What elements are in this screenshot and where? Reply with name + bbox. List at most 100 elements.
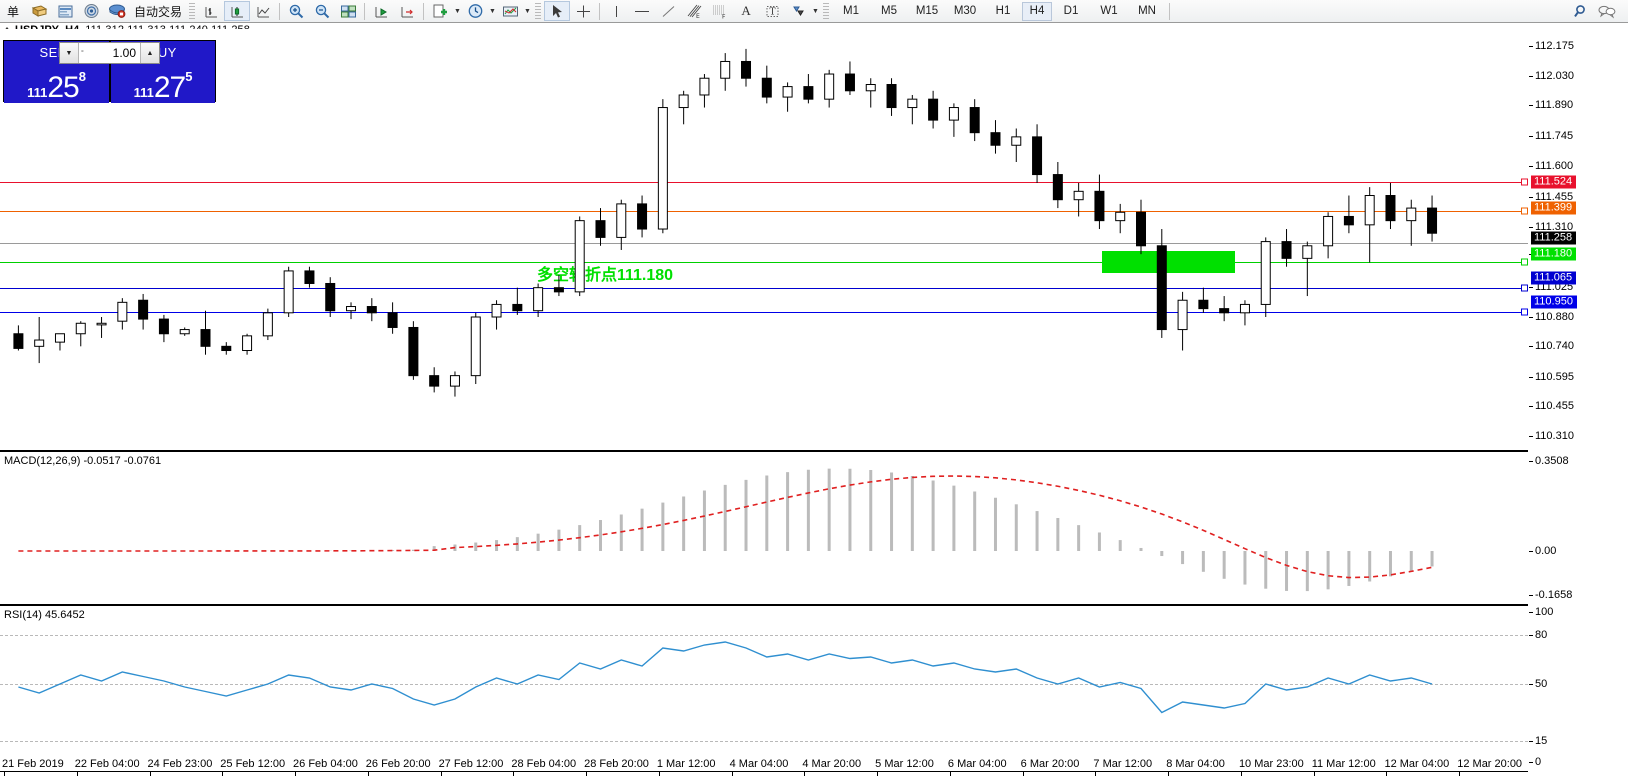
expert-advisor-icon[interactable] <box>104 1 130 21</box>
level-line-110950[interactable] <box>0 312 1528 313</box>
price-pane[interactable] <box>0 29 1528 450</box>
tile-windows-icon[interactable] <box>335 1 361 21</box>
price-tick <box>1529 286 1533 288</box>
subpane-tick-label: 0 <box>1535 756 1542 768</box>
chat-icon[interactable] <box>1594 1 1620 21</box>
macd-label[interactable]: MACD(12,26,9) -0.0517 -0.0761 <box>4 455 162 467</box>
price-level-badge-resistance[interactable]: 111.399 <box>1531 201 1577 215</box>
pivot-annotation[interactable]: 多空转折点111.180 <box>537 267 674 284</box>
data-window-icon[interactable] <box>52 1 78 21</box>
time-axis-label: 6 Mar 20:00 <box>1020 758 1080 770</box>
subpane-tick <box>1529 684 1533 685</box>
toolbar-grip[interactable] <box>189 2 196 20</box>
signals-icon[interactable] <box>78 1 104 21</box>
tab-timeframe-h1[interactable]: H1 <box>995 5 1011 17</box>
crosshair-icon[interactable] <box>570 1 596 21</box>
history-icon[interactable] <box>26 1 52 21</box>
line-chart-icon[interactable] <box>250 1 276 21</box>
chevron-down-icon[interactable]: ▼ <box>812 7 819 15</box>
price-level-badge-support[interactable]: 111.065 <box>1531 271 1577 285</box>
subpane-tick-label: 15 <box>1535 735 1548 747</box>
level-handle-111524[interactable] <box>1521 178 1528 186</box>
sell-button[interactable]: SELL 111 25 8 <box>4 41 109 103</box>
text-box-icon[interactable]: T <box>759 1 785 21</box>
price-level-badge-last-price[interactable]: 111.258 <box>1531 231 1577 245</box>
level-line-111524[interactable] <box>0 182 1528 183</box>
bar-chart-icon[interactable] <box>198 1 224 21</box>
price-level-badge-resistance[interactable]: 111.524 <box>1531 175 1577 189</box>
price-tick-label: 110.880 <box>1535 310 1574 323</box>
chevron-down-icon[interactable]: ▼ <box>524 7 531 15</box>
time-axis-label: 5 Mar 12:00 <box>875 758 934 770</box>
macd-pane[interactable] <box>0 452 1528 604</box>
main-toolbar: 单 自动交易 <box>0 0 1628 23</box>
level-handle-111399[interactable] <box>1521 207 1528 215</box>
equidistant-channel-icon[interactable]: E <box>681 1 707 21</box>
level-line-111180[interactable] <box>0 262 1528 263</box>
time-axis-label: 21 Feb 2019 <box>2 758 64 770</box>
tab-timeframe-mn[interactable]: MN <box>1138 5 1156 17</box>
level-handle-111065[interactable] <box>1521 284 1528 292</box>
toolbar-grip[interactable] <box>823 2 830 20</box>
price-tick <box>1529 105 1533 107</box>
toolbar-separator <box>364 2 366 20</box>
level-handle-110950[interactable] <box>1521 308 1528 316</box>
level-line-111065[interactable] <box>0 288 1528 289</box>
chart-shift-icon[interactable] <box>368 1 394 21</box>
new-order-icon[interactable]: 单 <box>0 1 26 21</box>
cursor-icon[interactable] <box>544 1 571 21</box>
vertical-line-icon[interactable] <box>603 1 629 21</box>
subpane-tick <box>1529 635 1533 636</box>
price-level-badge-pivot[interactable]: 111.180 <box>1531 247 1577 261</box>
tab-timeframe-m1[interactable]: M1 <box>843 5 859 17</box>
volume-decrease-button[interactable]: ▼ <box>60 43 79 63</box>
time-axis-label: 26 Feb 20:00 <box>365 758 431 770</box>
volume-stepper[interactable]: ▼ ° 1.00 ▲ <box>59 42 160 64</box>
horizontal-line-icon[interactable] <box>629 1 655 21</box>
search-icon[interactable] <box>1568 1 1594 21</box>
text-label-icon[interactable]: A <box>733 1 759 21</box>
autotrade-button[interactable]: 自动交易 <box>134 4 183 19</box>
tab-timeframe-m5[interactable]: M5 <box>881 5 897 17</box>
zoom-out-icon[interactable] <box>309 1 335 21</box>
shapes-icon[interactable] <box>785 1 811 21</box>
period-clock-icon[interactable] <box>462 1 488 21</box>
chevron-down-icon[interactable]: ▼ <box>454 7 461 15</box>
price-level-badge-support[interactable]: 110.950 <box>1531 295 1577 309</box>
highlight-zone[interactable] <box>1102 251 1235 273</box>
time-axis-tick <box>1022 772 1024 776</box>
fibonacci-icon[interactable]: F <box>707 1 733 21</box>
candlestick-series[interactable] <box>0 29 1528 450</box>
new-chart-icon[interactable] <box>427 1 453 21</box>
tab-timeframe-w1[interactable]: W1 <box>1100 5 1118 17</box>
price-tick <box>1529 196 1533 198</box>
level-line-111399[interactable] <box>0 211 1528 212</box>
auto-scroll-icon[interactable] <box>394 1 420 21</box>
price-tick <box>1529 346 1533 348</box>
zoom-in-icon[interactable] <box>283 1 309 21</box>
trendline-icon[interactable] <box>655 1 681 21</box>
subpane-tick-label: 0.00 <box>1535 545 1557 557</box>
tab-timeframe-h4[interactable]: H4 <box>1022 1 1053 21</box>
candlestick-chart-icon[interactable] <box>224 1 251 21</box>
price-axis[interactable] <box>1528 29 1628 772</box>
volume-increase-button[interactable]: ▲ <box>140 43 159 63</box>
rsi-label[interactable]: RSI(14) 45.6452 <box>4 609 85 621</box>
tab-timeframe-m15[interactable]: M15 <box>915 5 939 17</box>
tab-timeframe-m30[interactable]: M30 <box>953 5 977 17</box>
time-axis-tick <box>731 772 733 776</box>
level-handle-111180[interactable] <box>1521 258 1528 266</box>
time-axis-label: 12 Mar 20:00 <box>1457 758 1523 770</box>
one-click-trading-panel[interactable]: SELL 111 25 8 BUY 111 27 5 ▼ ° 1.00 ▲ <box>3 40 216 103</box>
buy-price-fraction: 5 <box>185 69 193 84</box>
volume-input[interactable]: 1.00 <box>112 46 136 60</box>
toolbar-separator <box>423 2 425 20</box>
indicators-icon[interactable] <box>497 1 523 21</box>
tab-timeframe-d1[interactable]: D1 <box>1063 5 1079 17</box>
chart-area[interactable]: 多空转折点111.180 MACD(12,26,9) -0.0517 -0.07… <box>0 29 1628 776</box>
subpane-tick-label: 100 <box>1535 606 1554 618</box>
chevron-down-icon[interactable]: ▼ <box>489 7 496 15</box>
toolbar-grip[interactable] <box>535 2 542 20</box>
volume-unit-icon: ° <box>81 49 84 57</box>
rsi-pane[interactable] <box>0 606 1528 772</box>
